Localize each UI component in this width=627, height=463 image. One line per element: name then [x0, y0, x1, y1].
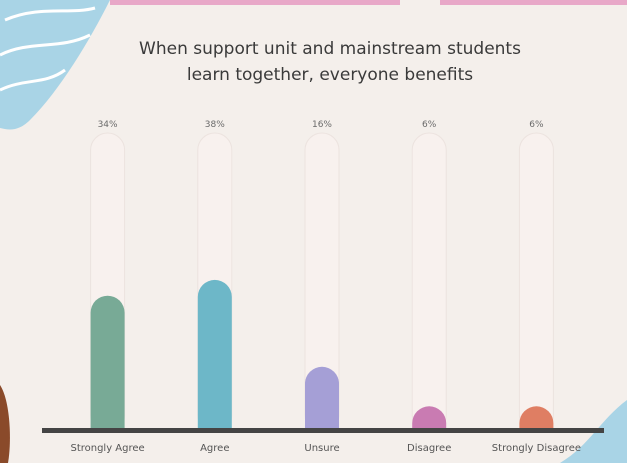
bar-track [518, 132, 554, 433]
x-tick-label: Strongly Disagree [492, 443, 581, 454]
chart-title: learn together, everyone benefits [187, 65, 473, 85]
bar [412, 406, 447, 430]
decoration [0, 385, 10, 463]
decoration [110, 0, 400, 5]
value-label: 38% [205, 120, 225, 130]
decoration [440, 0, 627, 5]
decoration [0, 0, 110, 130]
x-tick-label: Disagree [407, 443, 451, 454]
value-label: 34% [98, 120, 118, 130]
bar [305, 366, 339, 430]
decoration [560, 400, 627, 463]
value-label: 16% [312, 120, 332, 130]
x-tick-label: Agree [200, 443, 229, 454]
baseline [42, 428, 604, 433]
value-label: 6% [529, 120, 544, 130]
x-tick-label: Unsure [304, 443, 339, 454]
bar [197, 279, 232, 430]
decoration [0, 6, 96, 92]
bar [90, 295, 125, 430]
bar [519, 406, 554, 430]
bar-track [411, 132, 447, 433]
chart-title: When support unit and mainstream student… [139, 39, 521, 59]
value-label: 6% [422, 120, 437, 130]
x-tick-label: Strongly Agree [70, 443, 144, 454]
